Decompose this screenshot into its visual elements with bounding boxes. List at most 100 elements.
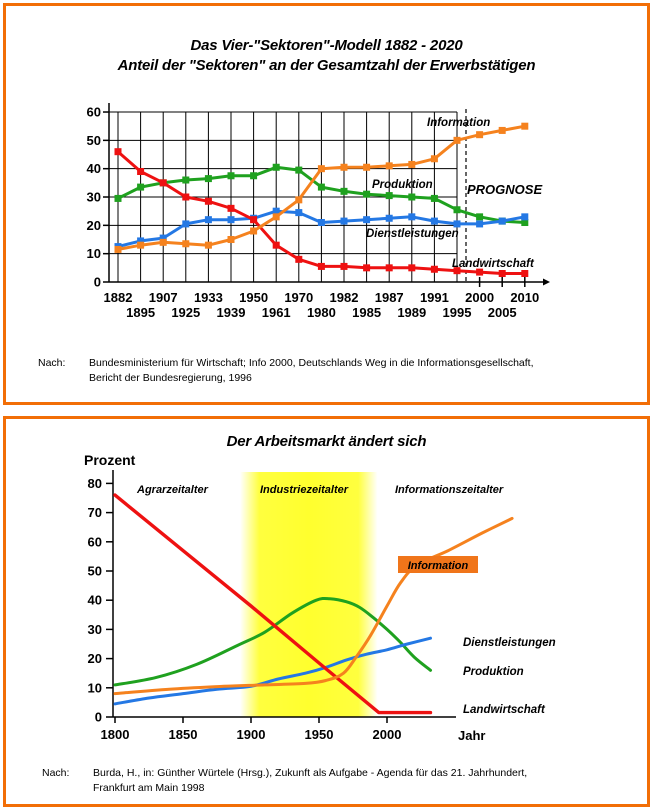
series-marker-landwirtschaft [408,264,416,272]
x-tick-label: 1991 [420,290,449,305]
series-marker-landwirtschaft [453,267,461,275]
series-marker-information [137,241,145,249]
x-tick-label: 1907 [149,290,178,305]
series-marker-produktion [385,192,393,200]
y-tick-label: 60 [87,105,101,120]
series-marker-dienstleistungen [272,207,280,215]
series-marker-produktion [250,172,258,180]
series-marker-dienstleistungen [159,234,167,242]
arbeitsmarkt-chart: 0 10 20 30 40 50 60 70 80 1800 1850 1900 1950 2000 Pro… [84,452,556,743]
x-tick-label: 1882 [104,290,133,305]
series-marker-dienstleistungen [408,213,416,221]
panel-arbeitsmarkt: Der Arbeitsmarkt ändert sich 0 10 20 30 40 50… [3,416,650,807]
series-marker-landwirtschaft [137,168,145,176]
series-marker-information [182,240,190,248]
series-marker-landwirtschaft [295,255,303,263]
series-marker-produktion [408,193,416,201]
x-tick-label: 1895 [126,305,155,320]
x-tick-label: 2010 [510,290,539,305]
series-marker-information [476,131,484,139]
series-marker-produktion [453,206,461,214]
series-marker-dienstleistungen [363,216,371,224]
annotation-information: Information [427,117,490,129]
x-tick-label: 1970 [284,290,313,305]
series-marker-landwirtschaft [272,241,280,249]
series-marker-produktion [227,172,235,180]
series-marker-dienstleistungen [498,217,506,225]
series-marker-landwirtschaft [182,193,190,201]
y-tick-label: 60 [88,534,102,549]
chart1-title-line1: Das Vier-"Sektoren"-Modell 1882 - 2020 [190,37,463,54]
curve-label-landwirtschaft: Landwirtschaft [463,704,546,716]
y-tick-label: 50 [87,133,101,148]
series-marker-dienstleistungen [521,213,529,221]
chart1-source: Nach: Bundesministerium für Wirtschaft; … [38,356,624,386]
curve-produktion [113,596,432,687]
series-marker-dienstleistungen [385,214,393,222]
x-tick-label: 1982 [330,290,359,305]
x-tick-label: 1950 [305,727,334,742]
series-marker-information [340,163,348,171]
series-marker-produktion [272,163,280,171]
x-tick-label: 2005 [488,305,517,320]
series-marker-information [114,245,122,253]
series-marker-landwirtschaft [204,197,212,205]
series-marker-landwirtschaft [159,179,167,187]
y-tick-label: 70 [88,505,102,520]
series-marker-landwirtschaft [317,262,325,270]
series-marker-dienstleistungen [453,220,461,228]
x-tick-label: 2000 [373,727,402,742]
series-marker-landwirtschaft [476,268,484,276]
annotation-landwirtschaft: Landwirtschaft [452,258,535,270]
y-tick-label: 10 [87,246,101,261]
series-marker-information [204,241,212,249]
series-marker-produktion [204,175,212,183]
series-marker-dienstleistungen [430,217,438,225]
y-tick-label: 30 [88,622,102,637]
information-box-label: Information [408,560,469,572]
series-marker-landwirtschaft [430,265,438,273]
source-label: Nach: [42,767,70,779]
curve-information [113,516,514,696]
x-tick-label: 1961 [262,305,291,320]
x-tick-label: 1987 [375,290,404,305]
y-tick-label: 40 [88,593,102,608]
series-marker-information [295,196,303,204]
x-axis-arrow [543,278,550,286]
series-marker-produktion [295,166,303,174]
series-marker-dienstleistungen [476,220,484,228]
era-label-informationszeitalter: Informationszeitalter [395,484,504,496]
x-tick-label: 1933 [194,290,223,305]
annotation-produktion: Produktion [372,179,433,191]
series-marker-information [317,165,325,173]
x-tick-label: 1950 [239,290,268,305]
sektoren-modell-chart: 0 10 20 30 40 50 60 188218951907192519331939195… [87,103,550,320]
series-marker-information [430,155,438,163]
series-marker-dienstleistungen [137,237,145,245]
series-marker-landwirtschaft [250,216,258,224]
y-tick-label: 20 [88,651,102,666]
series-marker-information [363,163,371,171]
x-tick-label: 1850 [169,727,198,742]
source-text: Bundesministerium für Wirtschaft; Info 2… [89,357,534,384]
annotation-prognose: PROGNOSE [467,182,542,197]
y-axis-label: Prozent [84,452,136,468]
series-marker-information [272,213,280,221]
era-label-agrarzeitalter: Agrarzeitalter [136,484,209,496]
industriezeitalter-band [240,472,378,717]
chart2-source: Nach: Burda, H., in: Günther Würtele (Hr… [42,766,628,796]
source-text: Burda, H., in: Günther Würtele (Hrsg.), … [93,767,528,794]
chart2-title: Der Arbeitsmarkt ändert sich [226,433,427,450]
x-tick-label: 1900 [237,727,266,742]
series-marker-information [408,160,416,168]
panel-sektoren-modell: Das Vier-"Sektoren"-Modell 1882 - 2020 A… [3,3,650,405]
series-marker-produktion [363,190,371,198]
series-marker-dienstleistungen [340,217,348,225]
y-tick-label: 40 [87,161,101,176]
series-marker-dienstleistungen [317,219,325,227]
series-marker-landwirtschaft [521,270,529,278]
y-tick-label: 20 [87,218,101,233]
y-tick-label: 30 [87,190,101,205]
series-marker-produktion [340,187,348,195]
